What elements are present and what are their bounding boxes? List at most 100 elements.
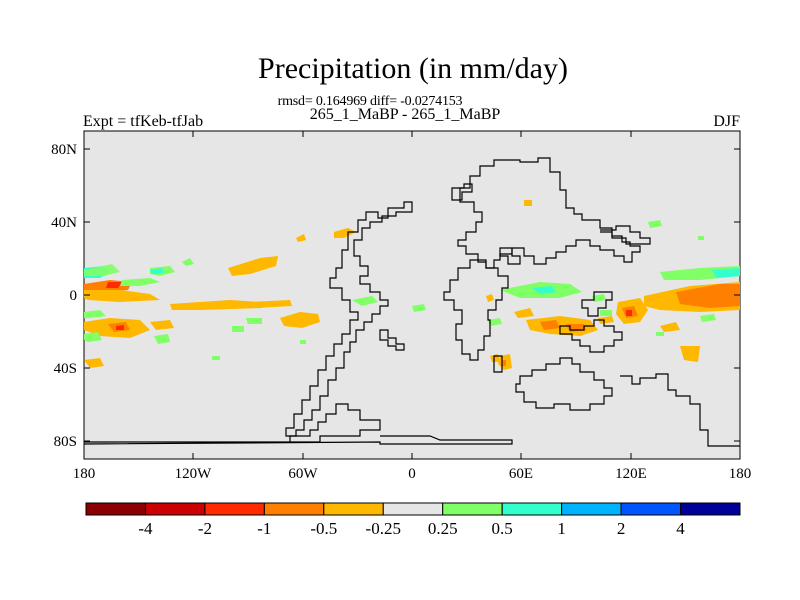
coastline-new-guinea bbox=[620, 373, 740, 447]
colorbar-swatch bbox=[680, 502, 741, 516]
patch bbox=[352, 296, 378, 306]
patch bbox=[300, 340, 306, 344]
patch bbox=[660, 322, 680, 332]
y-tick-label: 80N bbox=[51, 142, 77, 158]
x-tick-label: 180 bbox=[729, 466, 752, 482]
colorbar-swatch bbox=[85, 502, 146, 516]
x-tick-label: 60E bbox=[509, 466, 533, 482]
coastline-arabia bbox=[499, 247, 521, 265]
patch bbox=[698, 236, 704, 240]
patch bbox=[84, 264, 120, 276]
patch bbox=[246, 318, 262, 324]
stats-line: rmsd= 0.164969 diff= -0.0274153 bbox=[277, 94, 463, 109]
patch bbox=[150, 320, 174, 330]
patch bbox=[648, 220, 662, 228]
coastline-madagascar bbox=[493, 355, 503, 373]
colorbar-swatch bbox=[204, 502, 265, 516]
patch bbox=[116, 325, 124, 330]
coastline-antarctica bbox=[83, 403, 513, 445]
y-tick-label: 40S bbox=[54, 361, 77, 377]
experiment-label: Expt = tfKeb-tfJab bbox=[83, 113, 204, 130]
colorbar-swatch bbox=[620, 502, 682, 516]
patch bbox=[514, 308, 534, 318]
patch bbox=[626, 310, 632, 316]
coastline-southeast-asia bbox=[581, 291, 613, 317]
colorbar-label: -0.25 bbox=[366, 519, 401, 538]
patch bbox=[84, 310, 106, 318]
patch bbox=[84, 332, 102, 342]
x-tick-label: 60W bbox=[288, 466, 318, 482]
map-title: Precipitation (in mm/day) bbox=[258, 52, 568, 85]
x-tick-label: 180 bbox=[73, 466, 96, 482]
colorbar-label: -0.5 bbox=[310, 519, 337, 538]
patch bbox=[334, 228, 356, 238]
patch bbox=[656, 332, 664, 336]
patch bbox=[488, 318, 502, 326]
patch bbox=[106, 282, 122, 288]
season-label: DJF bbox=[713, 113, 740, 130]
patch bbox=[598, 316, 614, 324]
patch bbox=[700, 314, 716, 322]
coastline-australia bbox=[515, 357, 613, 411]
patch bbox=[228, 256, 278, 276]
colorbar-swatch bbox=[442, 502, 503, 516]
colorbar-label: -1 bbox=[257, 519, 271, 538]
patch bbox=[250, 300, 292, 308]
patch bbox=[84, 290, 160, 302]
colorbar-label: 2 bbox=[617, 519, 626, 538]
coastline-americas bbox=[285, 201, 413, 437]
colorbar-swatch bbox=[382, 502, 444, 516]
colorbar-swatch bbox=[263, 502, 325, 516]
patch bbox=[592, 294, 606, 302]
y-axis-ticks bbox=[84, 148, 740, 442]
coastline-central-america bbox=[379, 329, 405, 351]
patch bbox=[84, 358, 104, 368]
x-tick-label: 0 bbox=[408, 466, 416, 482]
patch bbox=[502, 360, 506, 366]
patch bbox=[524, 200, 532, 206]
colorbar-label: 0.25 bbox=[428, 519, 458, 538]
coastline-scandinavia bbox=[451, 183, 473, 201]
anomaly-patches bbox=[84, 200, 740, 370]
patch bbox=[532, 286, 556, 294]
coastline-indonesia bbox=[559, 319, 623, 353]
patch bbox=[412, 304, 426, 312]
patch bbox=[680, 346, 700, 362]
case-line: 265_1_MaBP - 265_1_MaBP bbox=[309, 106, 501, 123]
y-tick-label: 80S bbox=[54, 434, 77, 450]
patch bbox=[600, 310, 612, 316]
map-panel bbox=[83, 130, 741, 460]
x-axis-ticks bbox=[83, 131, 741, 459]
patch bbox=[170, 300, 262, 310]
continent-outlines bbox=[83, 157, 740, 447]
x-tick-label: 120E bbox=[615, 466, 647, 482]
patch bbox=[296, 234, 306, 242]
coastline-africa bbox=[443, 259, 509, 361]
y-tick-label: 40N bbox=[51, 215, 77, 231]
colorbar-swatch bbox=[144, 502, 206, 516]
patch bbox=[712, 268, 740, 278]
colorbar-label: 0.5 bbox=[492, 519, 513, 538]
patch bbox=[486, 294, 494, 302]
patch bbox=[540, 320, 560, 330]
colorbar: -4 -2 -1 -0.5 -0.25 0.25 0.5 1 2 4 bbox=[85, 502, 741, 538]
coastline-eurasia bbox=[457, 157, 641, 269]
colorbar-swatch bbox=[501, 502, 563, 516]
colorbar-label: 1 bbox=[557, 519, 566, 538]
patch bbox=[120, 278, 160, 286]
patch bbox=[212, 356, 220, 360]
colorbar-label: 4 bbox=[676, 519, 685, 538]
patch bbox=[676, 284, 740, 308]
colorbar-swatch bbox=[323, 502, 384, 516]
y-tick-label: 0 bbox=[70, 288, 78, 304]
x-tick-label: 120W bbox=[175, 466, 213, 482]
patch bbox=[150, 268, 164, 274]
colorbar-swatch bbox=[561, 502, 622, 516]
patch bbox=[280, 312, 320, 328]
colorbar-label: -4 bbox=[138, 519, 153, 538]
patch bbox=[154, 334, 170, 344]
coastline-arctic-eurasia bbox=[600, 225, 651, 245]
patch bbox=[182, 258, 194, 266]
patch bbox=[232, 326, 244, 332]
